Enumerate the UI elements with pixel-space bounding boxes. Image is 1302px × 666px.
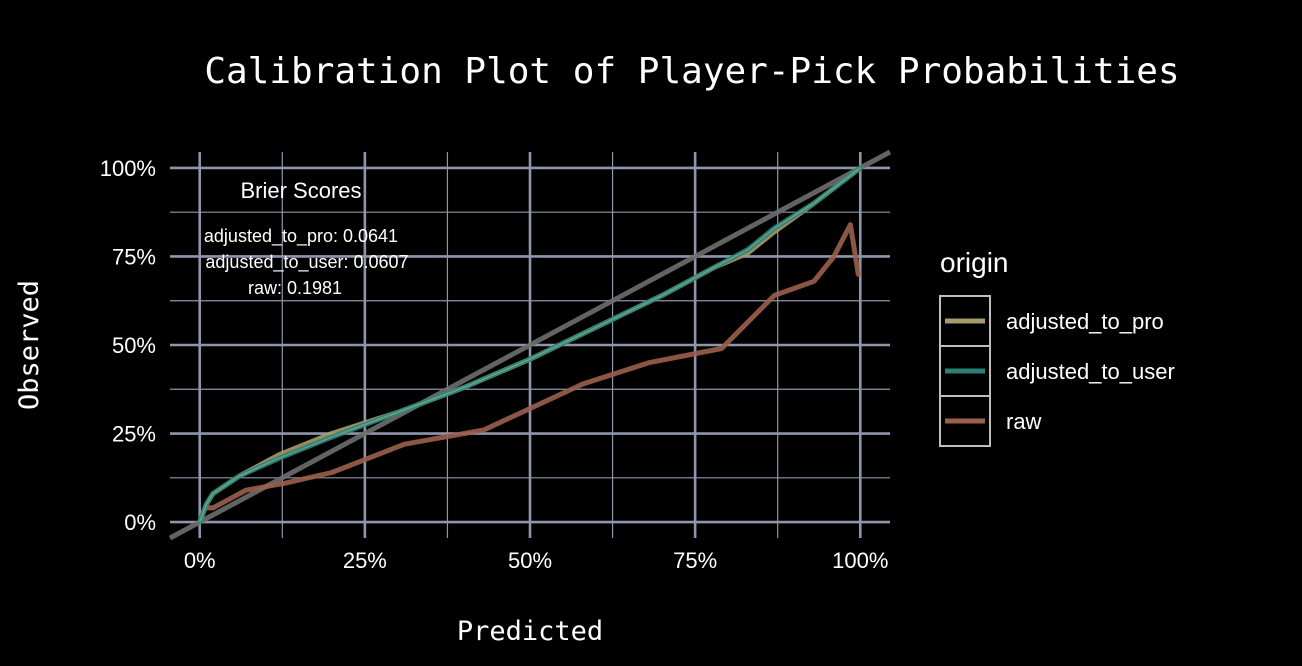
brier-annotation: Brier Scores adjusted_to_pro: 0.0641 adj… (204, 178, 409, 298)
series-lines (197, 165, 863, 525)
legend-key (939, 395, 991, 447)
diagonal-reference-line (168, 149, 892, 541)
x-tick-label: 0% (184, 548, 216, 573)
annotation-line: adjusted_to_user: 0.0607 (205, 252, 408, 273)
annotation-line: adjusted_to_pro: 0.0641 (204, 226, 398, 247)
chart-title: Calibration Plot of Player-Pick Probabil… (204, 51, 1179, 92)
x-axis-title: Predicted (457, 616, 603, 647)
annotation-heading: Brier Scores (240, 178, 361, 203)
legend: origin adjusted_to_pro adjusted_to_userra… (939, 247, 1175, 447)
x-tick-label: 50% (508, 548, 552, 573)
y-tick-label: 0% (124, 510, 156, 535)
legend-title: origin (940, 247, 1008, 278)
grid-major (170, 152, 890, 538)
legend-item: raw (939, 395, 1042, 447)
y-tick-label: 75% (112, 244, 156, 269)
series-line-raw (203, 222, 861, 511)
x-tick-label: 100% (832, 548, 888, 573)
annotation-line: raw: 0.1981 (248, 278, 342, 298)
legend-label: raw (1006, 409, 1042, 434)
y-axis-title: Observed (14, 280, 45, 410)
series-line-highlight (198, 167, 861, 523)
legend-label: adjusted_to_pro (1006, 309, 1164, 334)
y-tick-label: 100% (100, 156, 156, 181)
x-axis-ticks: 0% 25% 50% 75% 100% (184, 548, 889, 573)
legend-item: adjusted_to_pro (939, 295, 1164, 347)
legend-label: adjusted_to_user (1006, 359, 1175, 384)
y-axis-ticks: 0% 25% 50% 75% 100% (100, 156, 156, 535)
legend-item: adjusted_to_user (939, 345, 1175, 397)
reference-line (168, 149, 892, 541)
x-tick-label: 75% (673, 548, 717, 573)
y-tick-label: 25% (112, 422, 156, 447)
y-tick-label: 50% (112, 333, 156, 358)
x-tick-label: 25% (343, 548, 387, 573)
